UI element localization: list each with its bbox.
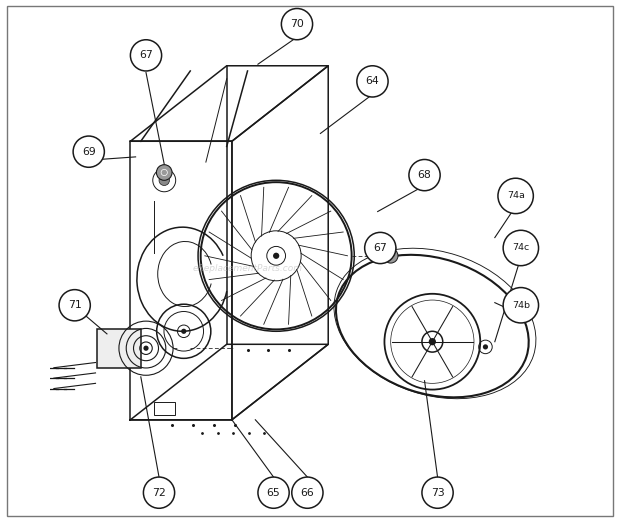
Circle shape: [73, 136, 104, 167]
Circle shape: [503, 230, 539, 266]
Text: 66: 66: [301, 488, 314, 497]
Circle shape: [388, 253, 394, 259]
Text: 64: 64: [366, 76, 379, 86]
Text: 72: 72: [152, 488, 166, 497]
Circle shape: [503, 288, 539, 323]
Circle shape: [181, 329, 187, 334]
Circle shape: [258, 477, 289, 508]
Circle shape: [159, 175, 169, 185]
Text: 74b: 74b: [512, 301, 530, 310]
Text: 74c: 74c: [512, 243, 529, 253]
Circle shape: [422, 477, 453, 508]
Text: eReplacementParts.com: eReplacementParts.com: [193, 264, 303, 274]
Circle shape: [59, 290, 91, 321]
Text: 71: 71: [68, 300, 82, 310]
Text: 74a: 74a: [507, 192, 525, 200]
Text: 67: 67: [139, 50, 153, 61]
Text: 70: 70: [290, 19, 304, 29]
Circle shape: [483, 345, 488, 350]
Text: 65: 65: [267, 488, 280, 497]
Circle shape: [156, 164, 172, 180]
Circle shape: [281, 8, 312, 40]
Circle shape: [383, 248, 398, 263]
FancyBboxPatch shape: [97, 329, 141, 367]
Circle shape: [409, 160, 440, 191]
Text: 67: 67: [373, 243, 387, 253]
Circle shape: [292, 477, 323, 508]
Circle shape: [428, 338, 436, 346]
Circle shape: [365, 232, 396, 264]
Circle shape: [143, 477, 175, 508]
Text: 73: 73: [431, 488, 445, 497]
Circle shape: [143, 346, 149, 351]
Circle shape: [130, 40, 162, 71]
Circle shape: [357, 66, 388, 97]
Text: 68: 68: [418, 170, 432, 180]
Circle shape: [498, 178, 533, 213]
Circle shape: [273, 253, 279, 259]
Text: 69: 69: [82, 147, 95, 157]
